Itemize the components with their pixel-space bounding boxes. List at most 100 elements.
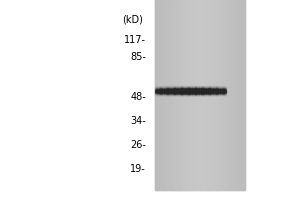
Text: 85-: 85-: [130, 52, 146, 62]
Bar: [206, 90, 208, 91]
Bar: [162, 90, 164, 91]
Bar: [204, 86, 206, 87]
Bar: [158, 91, 160, 92]
Bar: [222, 92, 224, 93]
Bar: [157, 93, 159, 94]
Bar: [188, 93, 190, 94]
Bar: [220, 91, 222, 92]
Bar: [201, 95, 203, 96]
Bar: [190, 91, 192, 92]
Bar: [213, 85, 215, 86]
Bar: [155, 92, 157, 93]
Bar: [190, 87, 192, 88]
Bar: [224, 91, 226, 92]
Bar: [171, 94, 173, 95]
Bar: [190, 93, 192, 94]
Bar: [180, 93, 182, 94]
Bar: [180, 96, 182, 97]
Bar: [162, 86, 164, 87]
Bar: [187, 96, 189, 97]
Bar: [211, 93, 213, 94]
Bar: [220, 87, 222, 88]
Bar: [185, 85, 187, 86]
Bar: [164, 91, 166, 92]
Bar: [164, 84, 166, 85]
Bar: [167, 91, 169, 92]
Bar: [222, 92, 224, 93]
Bar: [206, 89, 208, 90]
Bar: [155, 0, 245, 190]
Bar: [178, 90, 180, 91]
Bar: [187, 87, 189, 88]
Bar: [155, 86, 157, 87]
Bar: [187, 85, 189, 86]
Bar: [208, 91, 210, 92]
Bar: [211, 94, 213, 95]
Bar: [236, 0, 238, 190]
Bar: [188, 96, 190, 97]
Bar: [216, 93, 218, 94]
Bar: [171, 86, 173, 87]
Bar: [213, 87, 215, 88]
Bar: [172, 85, 175, 86]
Bar: [199, 94, 201, 95]
Bar: [185, 91, 187, 92]
Bar: [162, 92, 164, 93]
Bar: [183, 92, 185, 93]
Bar: [204, 85, 206, 86]
Bar: [197, 85, 199, 86]
Bar: [158, 90, 160, 91]
Bar: [199, 92, 201, 93]
Bar: [169, 93, 171, 94]
Bar: [225, 0, 227, 190]
Bar: [208, 92, 210, 93]
Bar: [166, 89, 168, 90]
Bar: [183, 92, 185, 93]
Bar: [204, 95, 206, 96]
Bar: [215, 89, 217, 90]
Bar: [183, 87, 185, 88]
Bar: [174, 92, 176, 93]
Bar: [180, 85, 182, 86]
Bar: [180, 88, 182, 89]
Bar: [178, 0, 180, 190]
Bar: [160, 93, 162, 94]
Bar: [215, 91, 217, 92]
Bar: [220, 94, 222, 95]
Bar: [162, 88, 164, 89]
Bar: [206, 93, 208, 94]
Bar: [201, 90, 203, 91]
Bar: [204, 92, 206, 93]
Bar: [199, 90, 201, 91]
Bar: [199, 86, 201, 87]
Bar: [166, 94, 168, 95]
Bar: [201, 85, 203, 86]
Bar: [174, 85, 176, 86]
Bar: [174, 94, 176, 95]
Bar: [213, 93, 215, 94]
Bar: [187, 91, 189, 92]
Bar: [224, 85, 226, 86]
Bar: [195, 87, 197, 88]
Bar: [183, 86, 185, 87]
Bar: [204, 96, 206, 97]
Bar: [167, 87, 169, 88]
Bar: [174, 91, 176, 92]
Bar: [181, 85, 183, 86]
Bar: [206, 84, 208, 85]
Bar: [178, 92, 180, 93]
Bar: [174, 91, 176, 92]
Bar: [155, 85, 157, 86]
Bar: [216, 85, 218, 86]
Bar: [209, 92, 211, 93]
Bar: [211, 88, 213, 89]
Bar: [188, 88, 190, 89]
Bar: [192, 95, 194, 96]
Bar: [181, 86, 183, 87]
Bar: [181, 86, 183, 87]
Bar: [157, 86, 159, 87]
Bar: [164, 92, 166, 93]
Bar: [180, 0, 182, 190]
Bar: [185, 92, 187, 93]
Bar: [160, 92, 162, 93]
